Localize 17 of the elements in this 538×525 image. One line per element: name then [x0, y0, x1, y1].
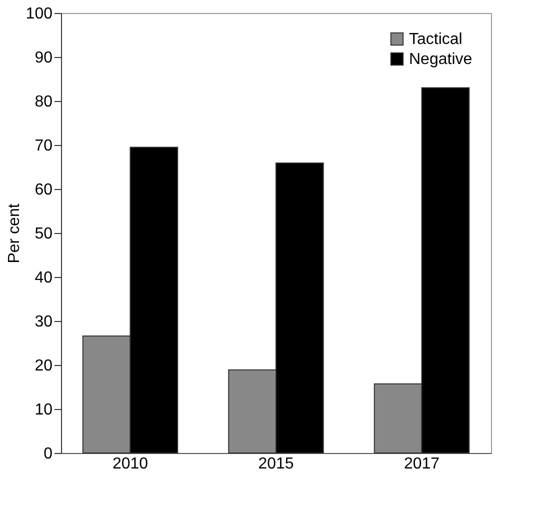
- y-tick-label: 40: [34, 270, 53, 286]
- y-tick-label: 100: [26, 6, 53, 22]
- y-tick-label: 0: [44, 446, 53, 462]
- y-tick-label: 70: [34, 138, 53, 154]
- y-tick-label: 90: [34, 50, 53, 66]
- y-tick-label: 50: [34, 226, 53, 242]
- y-axis-title: Per cent: [6, 203, 23, 264]
- x-tick-label: 2017: [404, 456, 440, 472]
- x-tick-label: 2015: [258, 456, 294, 472]
- y-tick-label: 10: [34, 402, 53, 418]
- y-tick-label: 30: [34, 314, 53, 330]
- y-tick-label: 60: [34, 182, 53, 198]
- x-tick-label: 2010: [112, 456, 148, 472]
- y-tick-label: 80: [34, 94, 53, 110]
- legend-label: Tactical: [409, 31, 462, 48]
- legend-label: Negative: [409, 51, 472, 68]
- y-tick-label: 20: [34, 358, 53, 374]
